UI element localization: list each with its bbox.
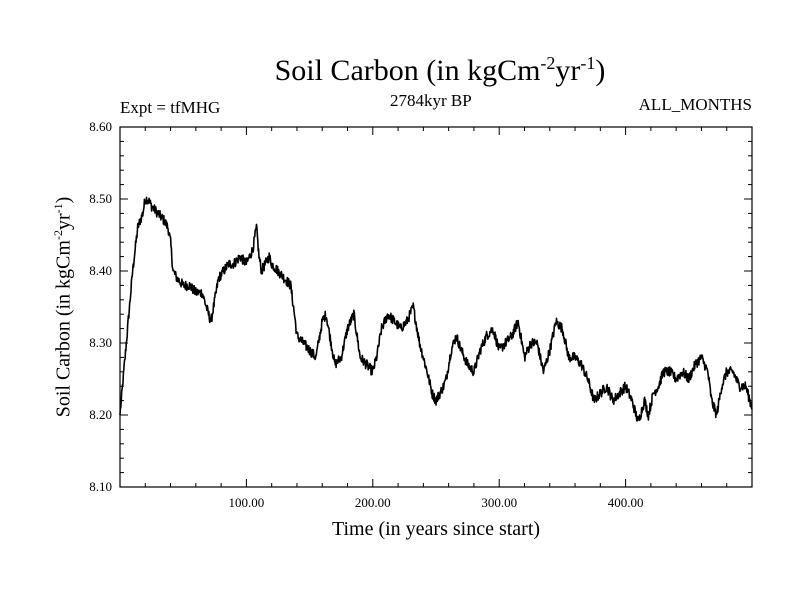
experiment-label: Expt = tfMHG	[120, 98, 221, 117]
y-tick-label-1: 8.20	[89, 407, 112, 422]
y-axis-title: Soil Carbon (in kgCm-2yr-1)	[50, 196, 75, 418]
period-label: 2784kyr BP	[390, 91, 472, 110]
series-layer	[119, 196, 753, 422]
y-tick-label-4: 8.50	[89, 191, 112, 206]
x-axis-title: Time (in years since start)	[331, 518, 541, 540]
axis-ticks	[120, 126, 752, 488]
tick-labels: 100.00 200.00 300.00 400.00 8.10 8.20 8.30 8.40…	[89, 119, 643, 510]
months-label: ALL_MONTHS	[638, 95, 752, 114]
chart-title: Soil Carbon (in kgCm-2yr-1)	[274, 53, 606, 87]
x-tick-label-3: 400.00	[608, 495, 644, 510]
series-line-0	[119, 196, 753, 422]
x-tick-label-0: 100.00	[229, 495, 265, 510]
x-tick-label-2: 300.00	[481, 495, 517, 510]
x-tick-label-1: 200.00	[355, 495, 391, 510]
y-tick-label-3: 8.40	[89, 263, 112, 278]
plot-frame	[119, 126, 753, 488]
y-tick-label-5: 8.60	[89, 119, 112, 134]
y-tick-label-0: 8.10	[89, 479, 112, 494]
y-tick-label-2: 8.30	[89, 335, 112, 350]
